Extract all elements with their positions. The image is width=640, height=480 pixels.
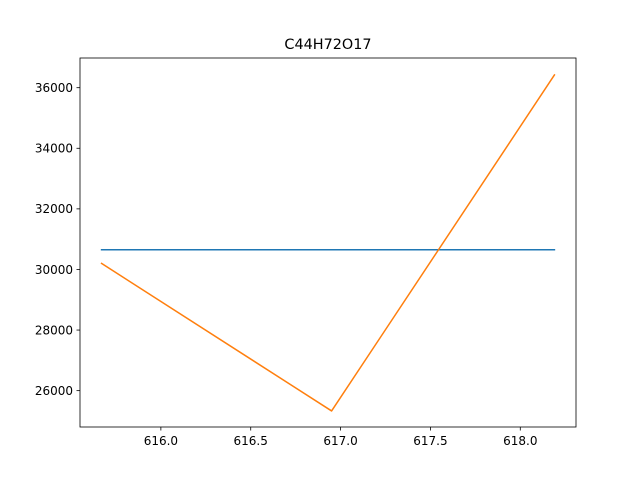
chart-title: C44H72O17 <box>284 37 371 53</box>
y-tick-label: 34000 <box>35 142 73 156</box>
series-layer <box>100 73 556 412</box>
y-tick-label: 30000 <box>35 263 73 277</box>
y-tick-label: 36000 <box>35 81 73 95</box>
x-tick-label: 617.0 <box>323 434 357 448</box>
y-tick-label: 28000 <box>35 323 73 337</box>
y-axis: 26000 28000 30000 32000 34000 36000 <box>35 81 80 398</box>
x-tick-label: 616.5 <box>234 434 268 448</box>
x-axis: 616.0 616.5 617.0 617.5 618.0 <box>144 427 537 448</box>
y-tick-label: 32000 <box>35 202 73 216</box>
x-tick-label: 617.5 <box>413 434 447 448</box>
x-tick-label: 616.0 <box>144 434 178 448</box>
series-line-2 <box>100 73 556 412</box>
plot-frame <box>79 57 577 428</box>
y-tick-label: 26000 <box>35 384 73 398</box>
x-tick-label: 618.0 <box>503 434 537 448</box>
